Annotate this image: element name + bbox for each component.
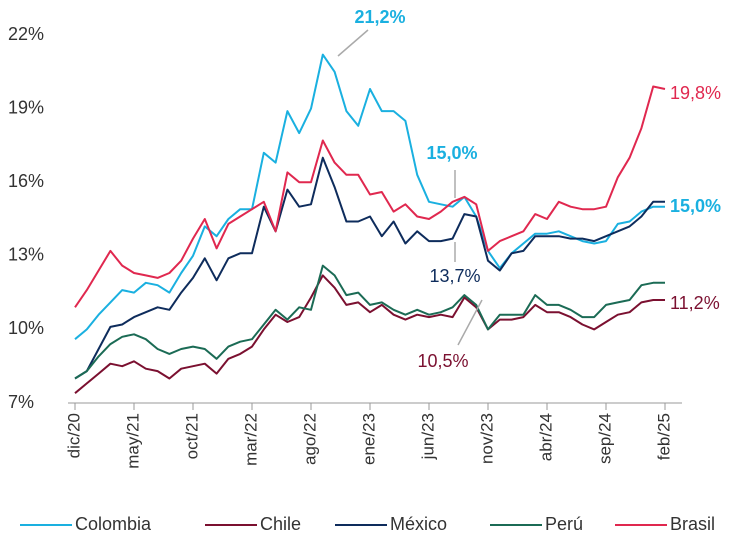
value-label: 15,0% (670, 196, 721, 216)
legend-label: México (390, 514, 447, 534)
value-label: 11,2% (670, 293, 720, 313)
x-tick-label: sep/24 (595, 413, 614, 464)
legend-label: Perú (545, 514, 583, 534)
x-tick-label: jun/23 (418, 413, 437, 460)
legend-label: Colombia (75, 514, 152, 534)
x-tick-label: abr/24 (536, 413, 555, 461)
legend-label: Brasil (670, 514, 715, 534)
legend-item: Brasil (615, 514, 715, 534)
y-tick-label: 16% (8, 171, 44, 191)
y-tick-label: 13% (8, 245, 44, 265)
x-tick-label: oct/21 (182, 413, 201, 459)
value-label: 10,5% (417, 351, 468, 371)
value-label: 19,8% (670, 83, 721, 103)
value-label: 21,2% (354, 7, 405, 27)
leader-line (457, 299, 483, 346)
line-series (74, 156, 665, 380)
legend-item: México (335, 514, 447, 534)
leader-line (337, 29, 369, 57)
value-label: 13,7% (429, 266, 480, 286)
line-series (74, 264, 665, 380)
x-tick-label: mar/22 (241, 413, 260, 466)
y-tick-label: 10% (8, 318, 44, 338)
y-tick-label: 7% (8, 392, 34, 412)
x-tick-label: ene/23 (359, 413, 378, 465)
y-tick-label: 22% (8, 24, 44, 44)
legend-label: Chile (260, 514, 301, 534)
legend-item: Chile (205, 514, 301, 534)
line-series (74, 274, 665, 394)
x-tick-label: dic/20 (64, 413, 83, 458)
x-tick-label: nov/23 (477, 413, 496, 464)
legend-item: Perú (490, 514, 583, 534)
x-tick-label: may/21 (123, 413, 142, 469)
y-tick-label: 19% (8, 97, 44, 117)
value-label: 15,0% (426, 143, 477, 163)
x-tick-label: ago/22 (300, 413, 319, 465)
legend-item: Colombia (20, 514, 152, 534)
line-series (74, 53, 665, 340)
x-tick-label: feb/25 (654, 413, 673, 460)
line-series (74, 85, 666, 308)
